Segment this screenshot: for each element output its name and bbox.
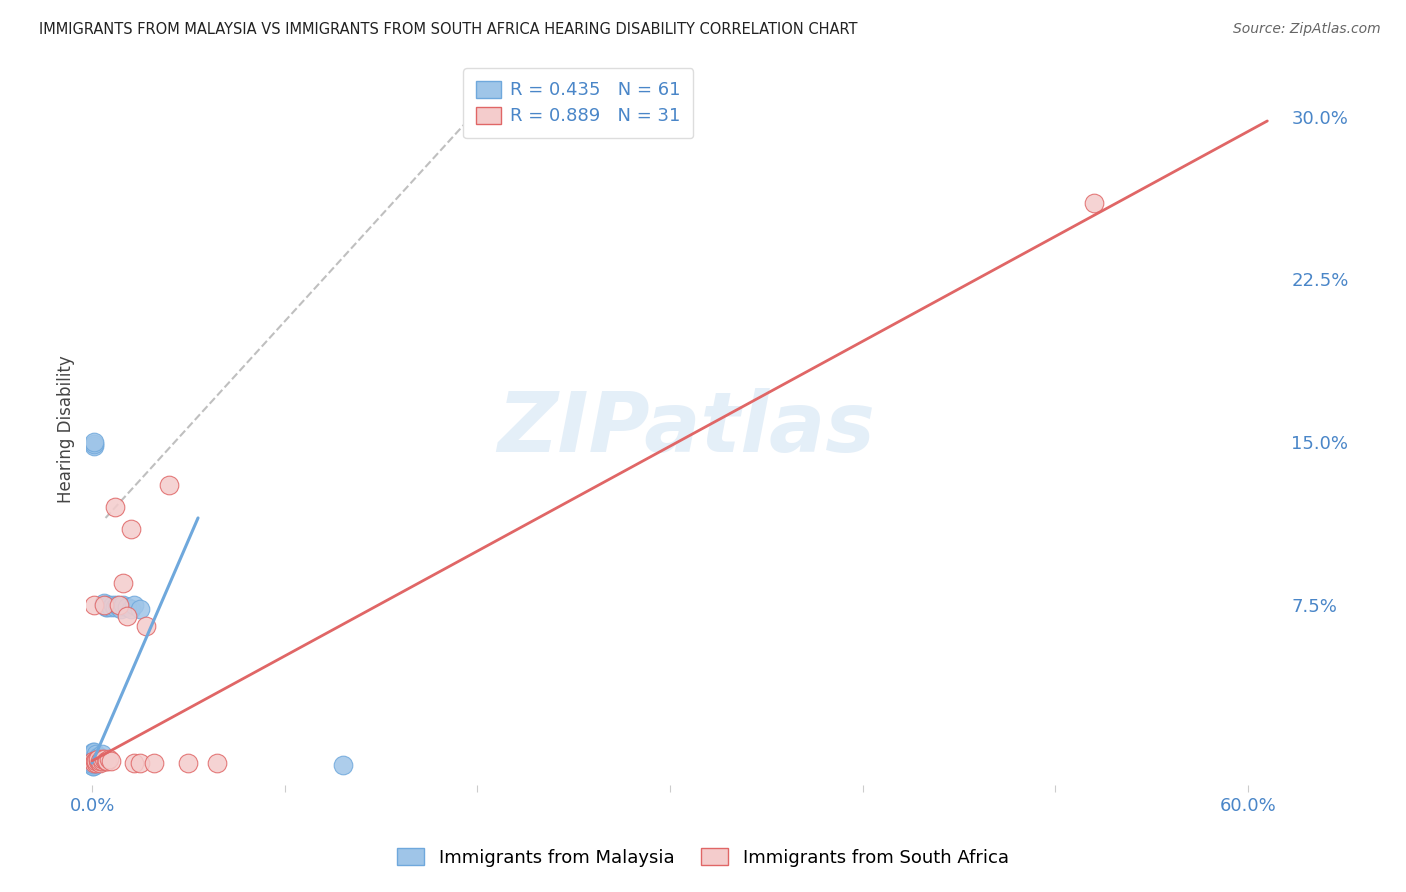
Point (82, 749, 104, 764)
Point (82, 757, 104, 772)
Point (83, 752, 105, 766)
Point (94, 599, 117, 614)
Point (93, 595, 115, 609)
Point (93, 598, 115, 612)
Point (124, 756, 146, 770)
Point (90, 752, 112, 766)
Point (82, 752, 104, 766)
Point (84, 752, 107, 766)
Point (115, 599, 138, 614)
Point (84, 754, 107, 768)
Point (94, 598, 117, 612)
Point (93, 752, 115, 766)
Point (89, 754, 111, 768)
Point (207, 756, 229, 770)
Point (84, 754, 107, 768)
Point (87, 754, 110, 768)
Point (84, 754, 107, 768)
Point (115, 608, 138, 623)
Point (82, 758, 104, 772)
Point (82, 759, 104, 773)
Point (84, 754, 107, 768)
Point (120, 602, 142, 616)
Point (90, 752, 112, 766)
Point (82, 755, 104, 769)
Point (98, 752, 121, 766)
Point (332, 758, 354, 772)
Point (84, 756, 107, 770)
Point (129, 756, 152, 770)
Point (90, 747, 112, 762)
Point (83, 437, 105, 451)
Point (104, 500, 127, 514)
Point (83, 745, 105, 759)
Point (82, 745, 104, 759)
Point (135, 619, 157, 633)
Point (120, 522, 142, 536)
Text: IMMIGRANTS FROM MALAYSIA VS IMMIGRANTS FROM SOUTH AFRICA HEARING DISABILITY CORR: IMMIGRANTS FROM MALAYSIA VS IMMIGRANTS F… (39, 22, 858, 37)
Point (83, 758, 105, 772)
Point (103, 598, 125, 612)
Point (84, 752, 107, 766)
Point (100, 754, 122, 768)
Point (83, 439, 105, 453)
Point (89, 756, 111, 770)
Point (89, 749, 111, 764)
Point (111, 576, 134, 591)
Point (87, 756, 110, 770)
Point (157, 478, 180, 492)
Point (142, 756, 165, 770)
Point (82, 754, 104, 768)
Point (87, 752, 110, 766)
Point (87, 752, 110, 766)
Point (89, 752, 111, 766)
Point (84, 749, 107, 764)
Point (83, 756, 105, 770)
Point (83, 756, 105, 770)
Point (84, 756, 107, 770)
Point (111, 598, 134, 612)
Point (83, 435, 105, 450)
Y-axis label: Hearing Disability: Hearing Disability (58, 355, 75, 503)
Point (104, 599, 127, 614)
Point (87, 749, 110, 764)
Point (83, 757, 105, 772)
Point (110, 602, 132, 616)
Point (82, 754, 104, 768)
Point (83, 754, 105, 768)
Point (87, 754, 110, 768)
Point (90, 754, 112, 768)
Point (84, 747, 107, 762)
Point (83, 749, 105, 764)
Point (177, 756, 200, 770)
Point (83, 747, 105, 762)
Point (84, 749, 107, 764)
Point (105, 598, 128, 612)
Point (82, 758, 104, 772)
Point (129, 602, 152, 616)
Point (100, 599, 122, 614)
Point (98, 598, 121, 612)
Legend: R = 0.435   N = 61, R = 0.889   N = 31: R = 0.435 N = 61, R = 0.889 N = 31 (464, 68, 693, 138)
Point (83, 598, 105, 612)
Point (82, 759, 104, 773)
Point (84, 756, 107, 770)
Point (108, 598, 131, 612)
Point (1083, 196, 1105, 211)
Point (82, 747, 104, 762)
Point (124, 598, 146, 612)
Point (93, 598, 115, 612)
Point (108, 599, 131, 614)
Text: Source: ZipAtlas.com: Source: ZipAtlas.com (1233, 22, 1381, 37)
Point (83, 755, 105, 769)
Point (82, 757, 104, 772)
Legend: Immigrants from Malaysia, Immigrants from South Africa: Immigrants from Malaysia, Immigrants fro… (389, 841, 1017, 874)
Point (89, 754, 111, 768)
Point (96, 599, 118, 614)
Point (94, 754, 117, 768)
Text: ZIPatlas: ZIPatlas (498, 389, 876, 469)
Point (96, 754, 118, 768)
Point (82, 756, 104, 770)
